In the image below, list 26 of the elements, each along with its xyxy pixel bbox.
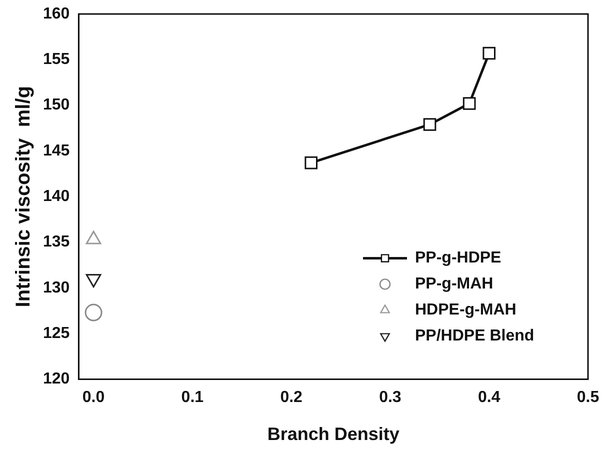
point	[462, 97, 476, 110]
x-tick-label: 0.1	[181, 389, 204, 406]
x-tick-label: 0.3	[379, 389, 402, 406]
x-tick-label: 0.0	[82, 389, 105, 406]
legend-label: HDPE-g-MAH	[415, 302, 516, 319]
y-tick-label: 130	[42, 279, 70, 296]
legend-label: PP-g-HDPE	[415, 250, 502, 267]
point	[423, 118, 436, 131]
point	[84, 304, 102, 322]
y-tick-label: 150	[42, 96, 70, 114]
y-tick-label: 160	[42, 5, 70, 22]
y-tick-label: 140	[42, 188, 70, 206]
y-tick-label: 145	[42, 142, 70, 160]
x-tick-label: 0.4	[478, 389, 500, 406]
y-tick-label: 155	[42, 51, 70, 68]
legend-label: PP-g-MAH	[415, 276, 494, 293]
legend-label: PP/HDPE Blend	[415, 328, 534, 345]
x-tick-label: 0.2	[280, 389, 303, 406]
y-axis-title: Intrinsic viscosity ml/g	[12, 86, 35, 308]
x-tick-label: 0.5	[576, 389, 600, 406]
point	[482, 46, 496, 60]
y-tick-label: 135	[42, 234, 70, 251]
x-axis-title: Branch Density	[267, 424, 400, 444]
point	[304, 156, 318, 170]
y-tick-label: 125	[42, 324, 70, 342]
y-tick-label: 120	[42, 370, 70, 388]
